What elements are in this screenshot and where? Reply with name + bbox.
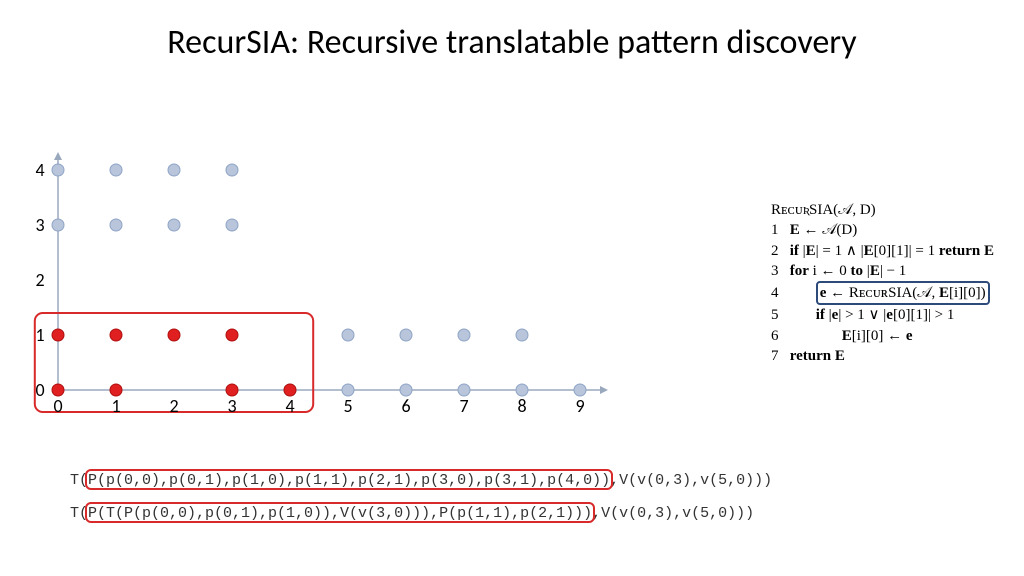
chart-svg: 0 1 2 3 4 5 6 7 8 9 0 1 2 3 4	[20, 120, 630, 420]
pseudocode-line: 4 e ← RᴇᴄᴜʀSIA(𝒜, E[i][0])	[771, 281, 994, 305]
svg-text:4: 4	[285, 395, 294, 417]
scatter-chart: 0 1 2 3 4 5 6 7 8 9 0 1 2 3 4	[20, 120, 630, 420]
formula-line-2: T(P(T(P(p(0,0),p(0,1),p(1,0)),V(v(3,0)))…	[70, 505, 772, 522]
svg-text:8: 8	[517, 395, 526, 417]
pseudocode-line: 2 if |E| = 1 ∧ |E[0][1]| = 1 return E	[771, 241, 994, 261]
svg-text:1: 1	[111, 395, 120, 417]
svg-text:2: 2	[35, 269, 44, 291]
pseudocode-header: RᴇᴄᴜʀSIA(𝒜, D)	[771, 200, 994, 220]
svg-text:2: 2	[169, 395, 178, 417]
pseudocode-line: 7 return E	[771, 346, 994, 366]
svg-text:7: 7	[459, 395, 468, 417]
formula-line-1: T(P(p(0,0),p(0,1),p(1,0),p(1,1),p(2,1),p…	[70, 472, 772, 489]
page-title: RecurSIA: Recursive translatable pattern…	[0, 0, 1024, 63]
svg-text:9: 9	[575, 395, 584, 417]
svg-text:1: 1	[35, 324, 44, 346]
svg-text:3: 3	[35, 214, 44, 236]
svg-text:5: 5	[343, 395, 352, 417]
svg-text:4: 4	[35, 159, 44, 181]
formula-block: T(P(p(0,0),p(0,1),p(1,0),p(1,1),p(2,1),p…	[70, 472, 772, 538]
pseudocode-block: RᴇᴄᴜʀSIA(𝒜, D) 1 E ← 𝒜(D)2 if |E| = 1 ∧ …	[771, 200, 994, 366]
pseudocode-line: 1 E ← 𝒜(D)	[771, 220, 994, 240]
svg-text:3: 3	[227, 395, 236, 417]
pseudocode-line: 3 for i ← 0 to |E| − 1	[771, 261, 994, 281]
svg-text:6: 6	[401, 395, 410, 417]
svg-text:0: 0	[35, 379, 44, 401]
svg-text:0: 0	[53, 395, 62, 417]
pseudocode-line: 5 if |e| > 1 ∨ |e[0][1]| > 1	[771, 305, 994, 325]
pseudocode-line: 6 E[i][0] ← e	[771, 326, 994, 346]
